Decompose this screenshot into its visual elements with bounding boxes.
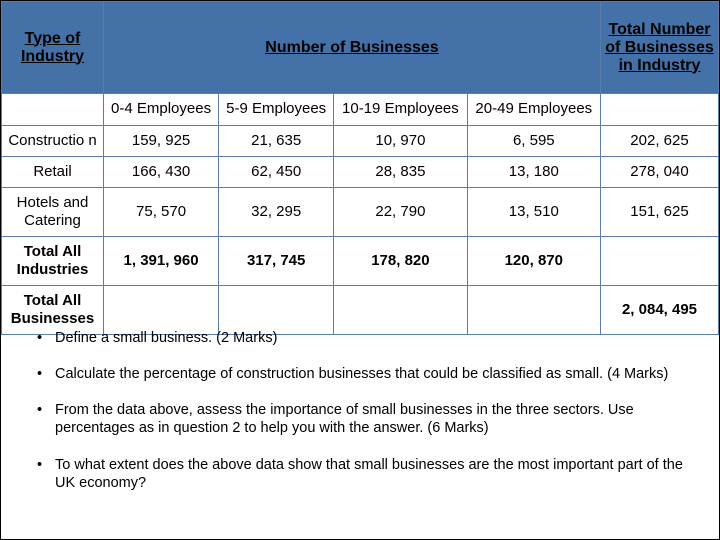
row-label: Total All Businesses — [2, 285, 104, 334]
subheader-0: 0-4 Employees — [104, 94, 219, 126]
questions-list: Define a small business. (2 Marks) Calcul… — [19, 329, 701, 510]
cell: 202, 625 — [601, 125, 719, 156]
subheader-2: 10-19 Employees — [334, 94, 467, 126]
cell: 13, 510 — [467, 187, 600, 236]
row-label: Constructio n — [2, 125, 104, 156]
subheader-1: 5-9 Employees — [219, 94, 334, 126]
cell: 21, 635 — [219, 125, 334, 156]
cell: 178, 820 — [334, 236, 467, 285]
header-industry: Type of Industry — [2, 2, 104, 94]
header-number: Number of Businesses — [104, 2, 601, 94]
row-label: Retail — [2, 156, 104, 187]
row-label: Total All Industries — [2, 236, 104, 285]
header-total: Total Number of Businesses in Industry — [601, 2, 719, 94]
table-row: Hotels and Catering75, 57032, 29522, 790… — [2, 187, 719, 236]
question-item: From the data above, assess the importan… — [19, 401, 701, 437]
cell: 120, 870 — [467, 236, 600, 285]
cell: 159, 925 — [104, 125, 219, 156]
cell — [104, 285, 219, 334]
cell: 166, 430 — [104, 156, 219, 187]
question-item: To what extent does the above data show … — [19, 456, 701, 492]
cell: 28, 835 — [334, 156, 467, 187]
cell: 151, 625 — [601, 187, 719, 236]
table-row: Constructio n159, 92521, 63510, 9706, 59… — [2, 125, 719, 156]
table-row: Total All Businesses 2, 084, 495 — [2, 285, 719, 334]
question-item: Calculate the percentage of construction… — [19, 365, 701, 383]
cell: 13, 180 — [467, 156, 600, 187]
cell: 278, 040 — [601, 156, 719, 187]
cell: 32, 295 — [219, 187, 334, 236]
cell: 10, 970 — [334, 125, 467, 156]
cell: 317, 745 — [219, 236, 334, 285]
cell: 6, 595 — [467, 125, 600, 156]
cell: 2, 084, 495 — [601, 285, 719, 334]
cell: 22, 790 — [334, 187, 467, 236]
cell: 75, 570 — [104, 187, 219, 236]
cell — [601, 236, 719, 285]
cell — [334, 285, 467, 334]
table-row: Retail166, 43062, 45028, 83513, 180278, … — [2, 156, 719, 187]
table-row: Total All Industries1, 391, 960317, 7451… — [2, 236, 719, 285]
cell: 1, 391, 960 — [104, 236, 219, 285]
subheader-blank-2 — [601, 94, 719, 126]
row-label: Hotels and Catering — [2, 187, 104, 236]
cell — [219, 285, 334, 334]
question-item: Define a small business. (2 Marks) — [19, 329, 701, 347]
subheader-3: 20-49 Employees — [467, 94, 600, 126]
cell — [467, 285, 600, 334]
industry-table: Type of Industry Number of Businesses To… — [1, 1, 719, 335]
cell: 62, 450 — [219, 156, 334, 187]
subheader-blank — [2, 94, 104, 126]
